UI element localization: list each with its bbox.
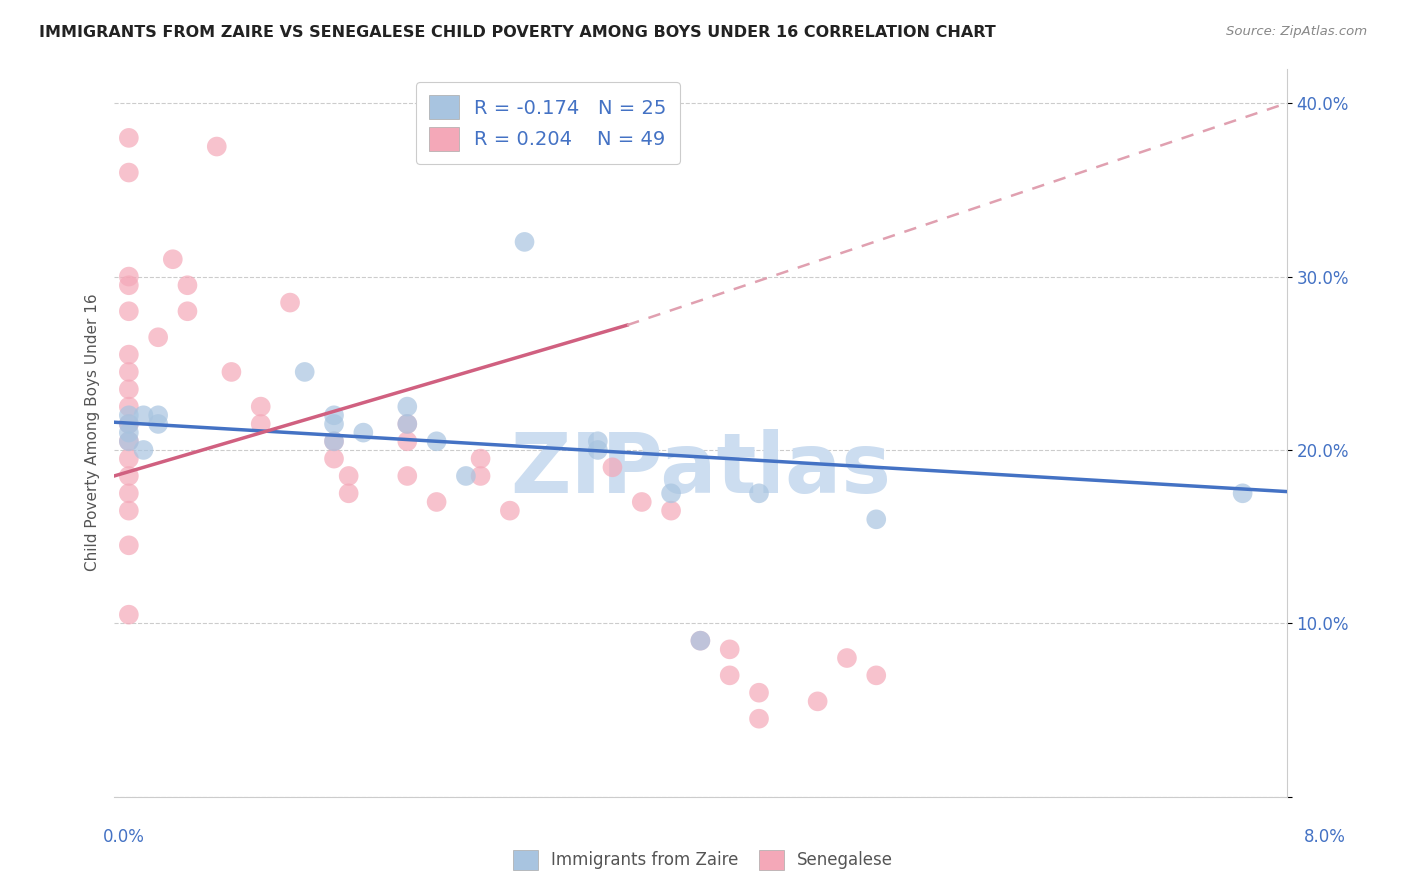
Point bbox=[278, 295, 301, 310]
Point bbox=[426, 434, 449, 449]
Point bbox=[118, 434, 141, 449]
Point bbox=[396, 417, 419, 431]
Point bbox=[118, 417, 141, 431]
Point bbox=[602, 460, 624, 475]
Legend: R = -0.174   N = 25, R = 0.204    N = 49: R = -0.174 N = 25, R = 0.204 N = 49 bbox=[416, 82, 681, 164]
Point bbox=[323, 417, 346, 431]
Text: IMMIGRANTS FROM ZAIRE VS SENEGALESE CHILD POVERTY AMONG BOYS UNDER 16 CORRELATIO: IMMIGRANTS FROM ZAIRE VS SENEGALESE CHIL… bbox=[39, 25, 995, 40]
Point bbox=[323, 434, 346, 449]
Point bbox=[689, 633, 711, 648]
Point bbox=[586, 442, 609, 457]
Point bbox=[543, 139, 565, 153]
Point bbox=[337, 469, 360, 483]
Point bbox=[118, 269, 141, 284]
Point bbox=[118, 304, 141, 318]
Point bbox=[718, 668, 741, 682]
Point bbox=[118, 417, 141, 431]
Point bbox=[118, 607, 141, 622]
Point bbox=[118, 425, 141, 440]
Point bbox=[132, 409, 155, 423]
Point bbox=[118, 451, 141, 466]
Point bbox=[513, 235, 536, 249]
Point bbox=[396, 417, 419, 431]
Point bbox=[205, 139, 228, 153]
Point bbox=[118, 365, 141, 379]
Point bbox=[835, 651, 858, 665]
Point bbox=[396, 469, 419, 483]
Point bbox=[221, 365, 243, 379]
Text: ZIPatlas: ZIPatlas bbox=[510, 428, 891, 509]
Y-axis label: Child Poverty Among Boys Under 16: Child Poverty Among Boys Under 16 bbox=[86, 293, 100, 572]
Point bbox=[807, 694, 830, 708]
Point bbox=[630, 495, 652, 509]
Point bbox=[249, 400, 271, 414]
Point bbox=[132, 442, 155, 457]
Point bbox=[470, 451, 492, 466]
Point bbox=[118, 400, 141, 414]
Point bbox=[323, 451, 346, 466]
Point bbox=[454, 469, 477, 483]
Point bbox=[748, 712, 770, 726]
Point bbox=[426, 495, 449, 509]
Legend: Immigrants from Zaire, Senegalese: Immigrants from Zaire, Senegalese bbox=[506, 843, 900, 877]
Point bbox=[146, 417, 169, 431]
Point bbox=[1232, 486, 1254, 500]
Point bbox=[659, 486, 682, 500]
Point bbox=[323, 434, 346, 449]
Point bbox=[118, 278, 141, 293]
Point bbox=[396, 400, 419, 414]
Point bbox=[146, 409, 169, 423]
Point bbox=[176, 278, 198, 293]
Text: 0.0%: 0.0% bbox=[103, 828, 145, 846]
Point bbox=[249, 417, 271, 431]
Point bbox=[586, 434, 609, 449]
Point bbox=[865, 512, 887, 526]
Point bbox=[118, 486, 141, 500]
Point bbox=[865, 668, 887, 682]
Text: 8.0%: 8.0% bbox=[1303, 828, 1346, 846]
Point bbox=[396, 434, 419, 449]
Point bbox=[689, 633, 711, 648]
Point bbox=[118, 409, 141, 423]
Point bbox=[118, 538, 141, 552]
Point bbox=[118, 469, 141, 483]
Point bbox=[337, 486, 360, 500]
Point bbox=[470, 469, 492, 483]
Point bbox=[659, 503, 682, 517]
Point bbox=[118, 131, 141, 145]
Point bbox=[294, 365, 316, 379]
Point bbox=[176, 304, 198, 318]
Point bbox=[323, 409, 346, 423]
Point bbox=[748, 486, 770, 500]
Text: Source: ZipAtlas.com: Source: ZipAtlas.com bbox=[1226, 25, 1367, 38]
Point bbox=[748, 686, 770, 700]
Point bbox=[718, 642, 741, 657]
Point bbox=[499, 503, 522, 517]
Point bbox=[352, 425, 374, 440]
Point bbox=[118, 503, 141, 517]
Point bbox=[118, 382, 141, 396]
Point bbox=[118, 348, 141, 362]
Point bbox=[118, 434, 141, 449]
Point bbox=[118, 165, 141, 179]
Point bbox=[162, 252, 184, 267]
Point bbox=[146, 330, 169, 344]
